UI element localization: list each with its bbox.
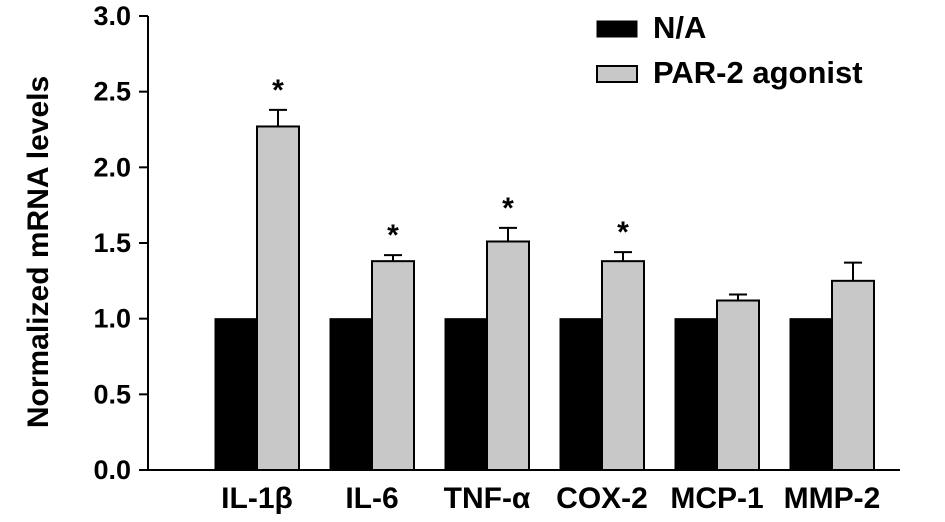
y-tick-label: 0.0 — [93, 455, 131, 485]
y-tick-label: 1.0 — [93, 304, 131, 334]
x-tick-labels: IL-1β IL-6 TNF-α COX-2 MCP-1 MMP-2 — [221, 482, 880, 515]
bar-par2-agonist — [486, 240, 530, 471]
significance-marker: * — [502, 192, 514, 225]
x-tick-label: IL-1β — [221, 482, 293, 515]
significance-marker: * — [617, 216, 629, 249]
bar-na — [559, 318, 603, 471]
x-tick-label: MMP-2 — [784, 482, 881, 515]
x-tick-label: TNF-α — [444, 482, 531, 515]
bar-par2-agonist — [256, 125, 300, 472]
y-tick-label: 2.5 — [93, 77, 131, 107]
y-tick-label: 1.5 — [93, 228, 131, 258]
legend-label-par2-agonist: PAR-2 agonist — [653, 55, 863, 90]
bar-na — [214, 318, 258, 471]
significance-marker: * — [272, 74, 284, 107]
legend-label-na: N/A — [653, 10, 706, 45]
bar-par2-agonist — [831, 279, 875, 472]
y-axis-title: Normalized mRNA levels — [22, 76, 55, 428]
bar-par2-agonist — [371, 260, 415, 471]
bar-na — [789, 318, 833, 471]
y-tick-label: 0.5 — [93, 379, 131, 409]
y-axis-title-group: Normalized mRNA levels — [22, 76, 55, 428]
bars-layer — [214, 125, 875, 472]
significance-layer: * * * * — [272, 74, 629, 252]
bar-na — [444, 318, 488, 471]
legend-swatch-na — [596, 20, 638, 38]
bar-par2-agonist — [601, 260, 645, 471]
legend: N/A PAR-2 agonist — [596, 10, 863, 90]
y-tick-label: 3.0 — [93, 1, 131, 31]
significance-marker: * — [387, 219, 399, 252]
error-bars-layer — [269, 108, 862, 301]
y-axis: 0.0 0.5 1.0 1.5 2.0 2.5 3.0 — [93, 1, 149, 485]
bar-par2-agonist — [716, 299, 760, 471]
x-tick-label: COX-2 — [556, 482, 648, 515]
bar-na — [329, 318, 373, 471]
x-tick-label: MCP-1 — [670, 482, 763, 515]
legend-swatch-par2-agonist — [596, 65, 638, 83]
bar-na — [674, 318, 718, 471]
x-tick-label: IL-6 — [345, 482, 398, 515]
y-tick-label: 2.0 — [93, 152, 131, 182]
